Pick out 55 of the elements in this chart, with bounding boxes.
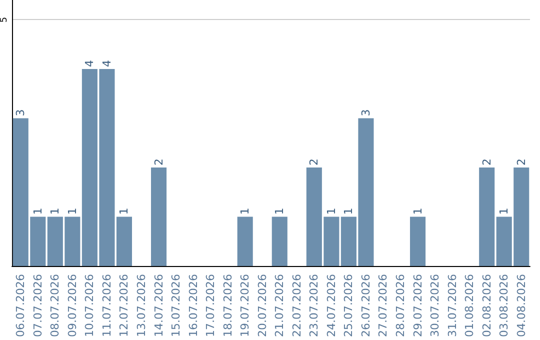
x-tick-label: 11.07.2026 (100, 274, 114, 338)
x-tick-label: 07.07.2026 (31, 274, 44, 338)
x-tick-label: 26.07.2026 (359, 274, 372, 338)
data-label: 1 (411, 208, 424, 215)
x-tick-label: 10.07.2026 (83, 274, 96, 338)
data-label: 4 (83, 60, 96, 67)
x-tick-label: 06.07.2026 (14, 274, 28, 338)
x-tick-label: 29.07.2026 (411, 274, 424, 338)
x-tick-label: 19.07.2026 (238, 274, 252, 338)
data-label: 1 (498, 208, 511, 215)
x-tick-label: 22.07.2026 (290, 274, 304, 338)
data-label: 3 (359, 109, 372, 116)
data-label: 1 (31, 208, 44, 215)
data-label: 2 (480, 158, 494, 166)
data-label: 2 (152, 158, 166, 166)
bar (116, 216, 132, 266)
x-tick-label: 16.07.2026 (186, 274, 200, 338)
x-tick-label: 30.07.2026 (428, 274, 442, 338)
data-label: 3 (14, 109, 28, 116)
data-label: 1 (48, 208, 62, 215)
x-tick-label: 17.07.2026 (204, 274, 218, 338)
x-tick-label: 25.07.2026 (342, 274, 356, 338)
x-tick-label: 01.08.2026 (463, 274, 476, 338)
x-tick-label: 18.07.2026 (221, 274, 234, 338)
bar (479, 167, 495, 266)
y-tick-label: 5 (0, 16, 10, 23)
data-label: 4 (100, 60, 114, 67)
bar (237, 216, 253, 266)
data-label: 2 (308, 158, 321, 166)
x-tick-label: 04.08.2026 (514, 274, 528, 338)
data-label: 1 (66, 208, 79, 215)
x-tick-label: 13.07.2026 (135, 274, 148, 338)
x-tick-label: 20.07.2026 (256, 274, 269, 338)
x-tick-label: 12.07.2026 (118, 274, 131, 338)
data-label: 1 (238, 208, 252, 215)
data-label: 2 (514, 158, 528, 166)
x-tick-label: 02.08.2026 (480, 274, 494, 338)
x-tick-label: 21.07.2026 (273, 274, 286, 338)
x-tick-label: 31.07.2026 (446, 274, 459, 338)
data-label: 1 (324, 208, 338, 215)
data-label: 1 (273, 208, 286, 215)
x-tick-label: 09.07.2026 (66, 274, 79, 338)
x-tick-label: 23.07.2026 (308, 274, 321, 338)
bar (272, 216, 288, 266)
bar (410, 216, 426, 266)
x-tick-label: 14.07.2026 (152, 274, 166, 338)
x-tick-label: 15.07.2026 (170, 274, 183, 338)
x-tick-label: 27.07.2026 (376, 274, 390, 338)
bar (150, 167, 167, 266)
x-tick-label: 28.07.2026 (394, 274, 407, 338)
data-label: 1 (118, 208, 131, 215)
x-tick-label: 03.08.2026 (498, 274, 511, 338)
data-label: 1 (342, 208, 356, 215)
x-tick-label: 24.07.2026 (324, 274, 338, 338)
x-tick-label: 08.07.2026 (48, 274, 62, 338)
